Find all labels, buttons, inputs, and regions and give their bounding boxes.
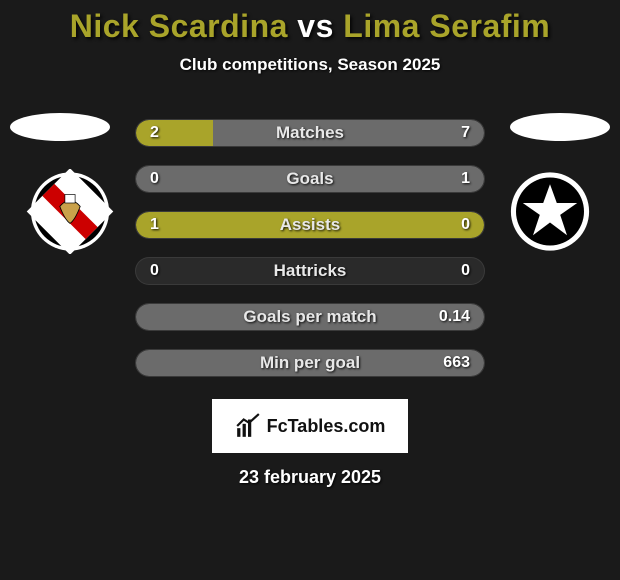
stat-row: Goals0 1 [135, 165, 485, 193]
vasco-crest-icon [25, 169, 115, 254]
stat-value-left: 2 [150, 124, 159, 142]
stat-rows: Matches27Goals01Assists10Hattricks00Goal… [135, 119, 485, 377]
stat-value-right: 7 [461, 124, 470, 142]
team-badge-left [20, 169, 120, 254]
watermark: FcTables.com [212, 399, 408, 453]
chart-icon [235, 413, 261, 439]
team-badge-right [500, 169, 600, 254]
ellipse-decoration-left [10, 113, 110, 141]
stat-row: Matches2 7 [135, 119, 485, 147]
stat-label: Goals per match [136, 307, 484, 327]
stat-row: Min per goal663 [135, 349, 485, 377]
stat-value-left: 1 [150, 216, 159, 234]
ellipse-decoration-right [510, 113, 610, 141]
stat-value-left: 0 [150, 170, 159, 188]
stat-label: Matches [136, 123, 484, 143]
stat-row: Hattricks0 0 [135, 257, 485, 285]
stat-label: Goals [136, 169, 484, 189]
botafogo-crest-icon [505, 169, 595, 254]
stat-value-left: 0 [150, 262, 159, 280]
stat-label: Hattricks [136, 261, 484, 281]
stat-label: Min per goal [136, 353, 484, 373]
stat-row: Assists1 0 [135, 211, 485, 239]
date: 23 february 2025 [0, 467, 620, 488]
title-player1: Nick Scardina [70, 8, 288, 44]
subtitle: Club competitions, Season 2025 [0, 55, 620, 75]
stat-row: Goals per match0.14 [135, 303, 485, 331]
stats-card: Nick Scardina vs Lima Serafim Club compe… [0, 0, 620, 488]
stat-value-right: 0 [461, 262, 470, 280]
title-vs: vs [297, 8, 334, 44]
stat-value-right: 0 [461, 216, 470, 234]
stat-label: Assists [136, 215, 484, 235]
title-player2: Lima Serafim [343, 8, 550, 44]
stat-value-right: 0.14 [439, 308, 470, 326]
stat-value-right: 1 [461, 170, 470, 188]
page-title: Nick Scardina vs Lima Serafim [0, 8, 620, 45]
stat-value-right: 663 [443, 354, 470, 372]
watermark-text: FcTables.com [267, 416, 386, 437]
chart-area: Matches27Goals01Assists10Hattricks00Goal… [0, 119, 620, 377]
